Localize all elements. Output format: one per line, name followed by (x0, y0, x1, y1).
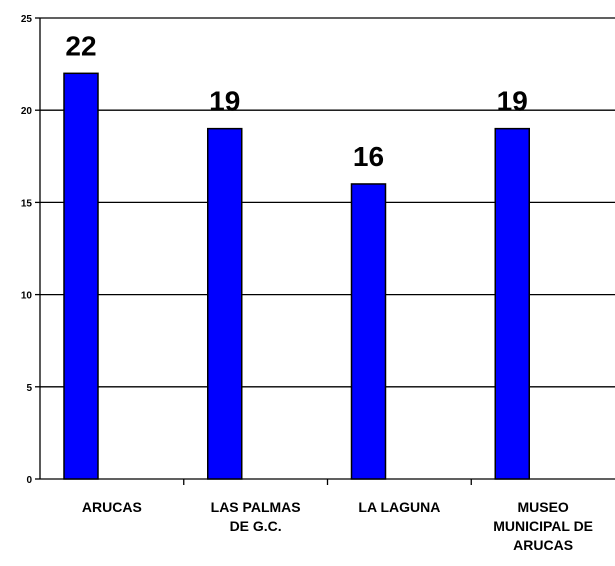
category-label-3-line-0: MUSEO (517, 499, 568, 515)
category-label-2-line-0: LA LAGUNA (358, 499, 440, 515)
y-tick-label-0: 0 (26, 475, 32, 486)
data-label-1: 19 (209, 86, 240, 117)
data-labels: 22 19 16 19 (65, 30, 527, 172)
y-tick-label-10: 10 (21, 291, 33, 302)
y-tick-label-15: 15 (21, 198, 33, 209)
y-tick-label-25: 25 (21, 14, 33, 25)
category-label-1-line-1: DE G.C. (230, 518, 282, 534)
bar-0 (63, 72, 99, 480)
category-label-3-line-2: ARUCAS (513, 537, 573, 553)
category-label-1: LAS PALMAS DE G.C. (211, 499, 301, 534)
category-label-0-line-0: ARUCAS (82, 499, 142, 515)
bar-2 (350, 183, 387, 480)
y-tick-label-5: 5 (26, 383, 32, 394)
category-label-1-line-0: LAS PALMAS (211, 499, 301, 515)
bar-3 (494, 127, 530, 480)
data-label-3: 19 (497, 86, 528, 117)
bar-1 (207, 127, 243, 480)
category-labels: ARUCAS LAS PALMAS DE G.C. LA LAGUNA MUSEO MUN… (82, 499, 593, 553)
bars (63, 72, 530, 480)
data-label-2: 16 (353, 141, 384, 172)
category-label-2: LA LAGUNA (358, 499, 440, 515)
category-label-0: ARUCAS (82, 499, 142, 515)
data-label-0: 22 (65, 30, 96, 61)
category-label-3-line-1: MUNICIPAL DE (493, 518, 593, 534)
category-label-3: MUSEO MUNICIPAL DE ARUCAS (493, 499, 593, 553)
y-tick-label-20: 20 (21, 106, 33, 117)
